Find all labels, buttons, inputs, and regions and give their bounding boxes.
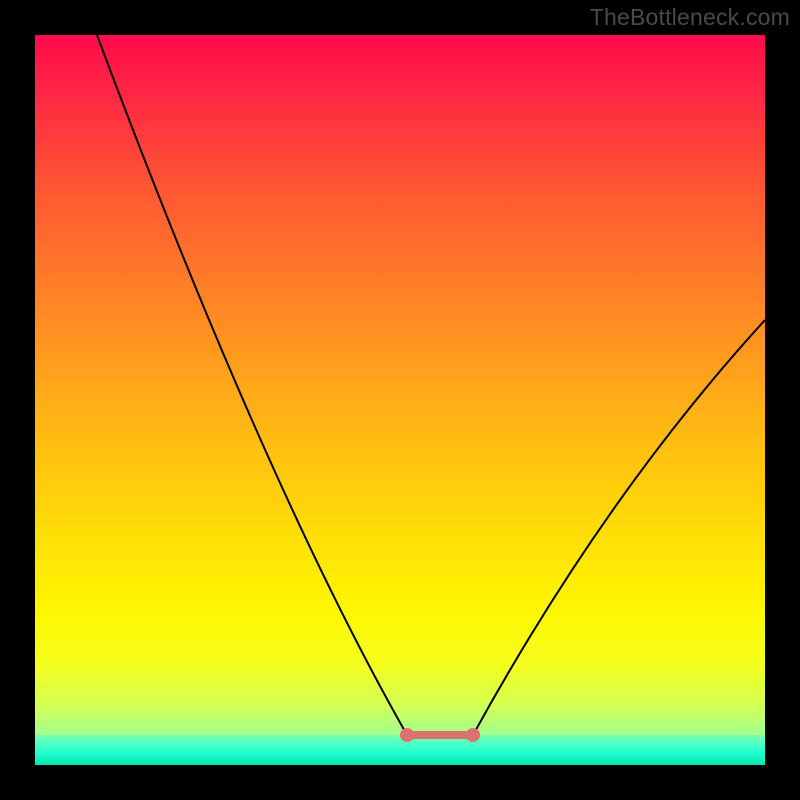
watermark-text: TheBottleneck.com bbox=[590, 4, 790, 31]
chart-frame bbox=[35, 35, 765, 765]
optimal-range-marker bbox=[35, 35, 765, 765]
